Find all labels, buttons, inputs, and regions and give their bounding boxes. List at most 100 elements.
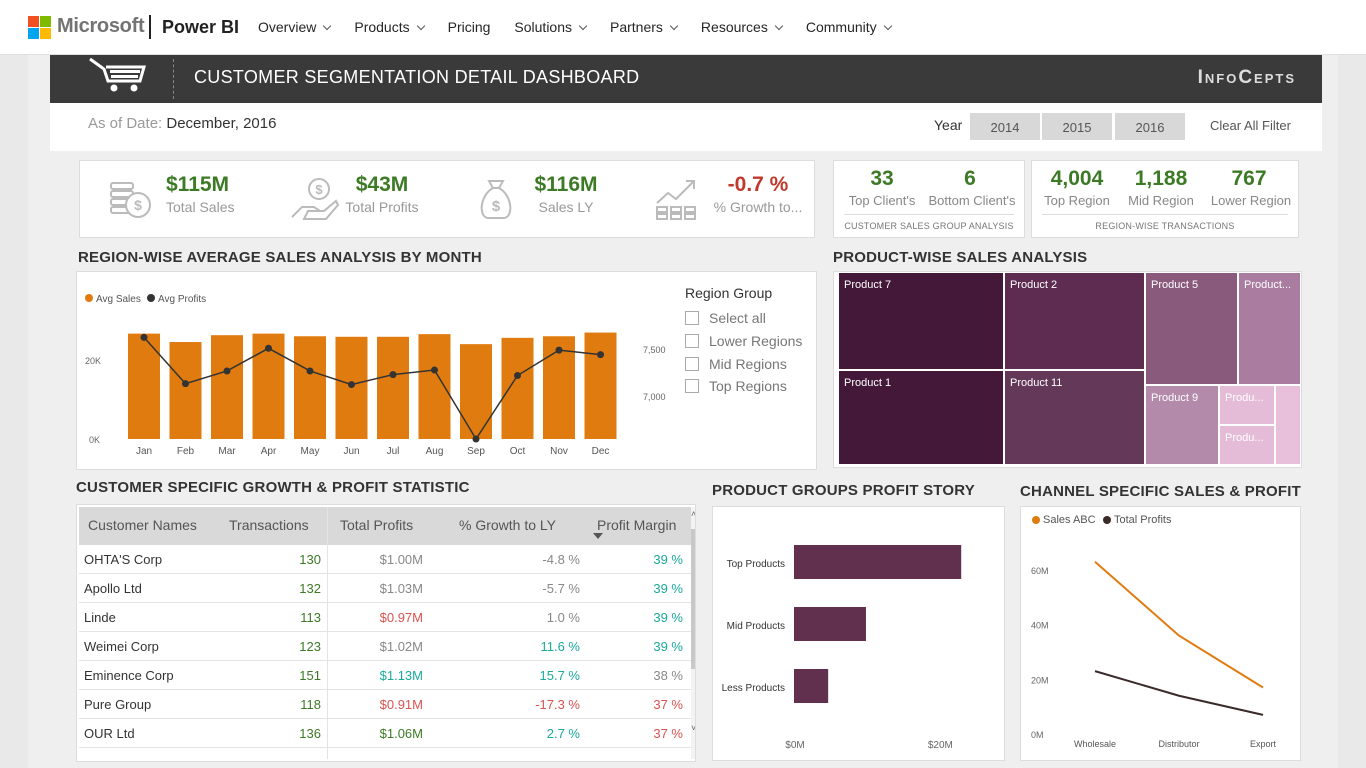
treemap-tile[interactable]: Produ... xyxy=(1219,385,1275,425)
bar-avg-sales xyxy=(460,344,492,439)
column-header-profits[interactable]: Total Profits xyxy=(340,517,414,533)
nav-item-label: Solutions xyxy=(514,19,572,35)
sort-descending-icon[interactable] xyxy=(593,533,603,540)
cell-growth: 11.6 % xyxy=(540,639,580,654)
nav-item-overview[interactable]: Overview xyxy=(258,19,332,35)
table-row[interactable]: Linde 113 $0.97M 1.0 % 39 % xyxy=(79,603,691,632)
scroll-down-icon[interactable]: ˅ xyxy=(691,723,696,733)
point-avg-profits xyxy=(431,366,438,374)
y-tick-label: Top Products xyxy=(727,559,785,570)
nav-item-community[interactable]: Community xyxy=(806,19,892,35)
y-tick-label: Less Products xyxy=(722,683,785,694)
bar-avg-sales xyxy=(169,342,202,439)
column-header-margin[interactable]: Profit Margin xyxy=(597,517,677,533)
slicer-option-mid-regions[interactable]: Mid Regions xyxy=(685,356,787,372)
top-clients-label: Top Client's xyxy=(848,193,916,208)
year-button-2015[interactable]: 2015 xyxy=(1042,113,1112,140)
cell-profits: $1.00M xyxy=(379,552,423,567)
bar-avg-sales xyxy=(128,333,160,439)
x-tick-label: Dec xyxy=(592,446,610,457)
table-row[interactable]: OUR Ltd 136 $1.06M 2.7 % 37 % xyxy=(79,719,691,748)
column-header-customer[interactable]: Customer Names xyxy=(88,517,197,533)
legend-swatch-sales-abc xyxy=(1032,516,1040,524)
hand-dollar-icon: $ xyxy=(291,178,340,220)
cell-profits: $0.91M xyxy=(379,697,423,712)
point-avg-profits xyxy=(389,371,397,379)
bottom-clients-label: Bottom Client's xyxy=(928,193,1016,208)
scroll-up-icon[interactable]: ˄ xyxy=(691,509,696,519)
channel-chart[interactable]: Sales ABC Total Profits 60M 40M 20M 0M Wholesa… xyxy=(1021,507,1302,762)
table-row[interactable]: Apollo Ltd 132 $1.03M -5.7 % 39 % xyxy=(79,574,691,603)
microsoft-logo-icon[interactable] xyxy=(28,16,51,39)
y2-tick-label: 7,500 xyxy=(643,345,666,355)
nav-item-resources[interactable]: Resources xyxy=(701,19,784,35)
treemap-tile[interactable]: Product 1 xyxy=(838,370,1004,465)
cell-growth: -17.3 % xyxy=(535,697,580,712)
treemap-tile[interactable]: Product 7 xyxy=(838,272,1004,370)
legend-label-avg-sales: Avg Sales xyxy=(96,294,141,305)
chevron-down-icon xyxy=(774,21,784,30)
treemap-tile[interactable]: Product... xyxy=(1238,272,1301,385)
column-header-transactions[interactable]: Transactions xyxy=(229,517,309,533)
slicer-option-top-regions[interactable]: Top Regions xyxy=(685,378,787,394)
nav-item-solutions[interactable]: Solutions xyxy=(514,19,588,35)
x-tick-label: Jun xyxy=(343,446,359,457)
top-region-value: 4,004 xyxy=(1050,167,1104,190)
table-row[interactable]: Pure Group 118 $0.91M -17.3 % 37 % xyxy=(79,690,691,719)
x-tick-label: Oct xyxy=(510,446,526,457)
power-bi-wordmark[interactable]: Power BI xyxy=(162,17,240,37)
treemap-tile[interactable]: Product 9 xyxy=(1145,385,1219,465)
top-clients-value: 33 xyxy=(870,167,894,190)
treemap-tile[interactable]: Product 2 xyxy=(1004,272,1145,370)
legend-swatch-avg-profits xyxy=(147,294,155,302)
region-transactions-card: 4,004 Top Region 1,188 Mid Region 767 Lo… xyxy=(1031,160,1299,238)
product-groups-chart[interactable]: Top Products Mid Products Less Products $0M… xyxy=(713,507,1006,762)
scrollbar-thumb[interactable] xyxy=(691,529,695,669)
table-scrollbar[interactable] xyxy=(691,507,695,759)
cell-transactions: 123 xyxy=(299,639,321,654)
checkbox[interactable] xyxy=(685,334,699,348)
nav-item-pricing[interactable]: Pricing xyxy=(448,19,491,35)
region-avg-sales-chart[interactable]: Avg Sales Avg Profits 20K 0K 7,500 7,000 Jan Fe… xyxy=(77,272,818,471)
table-row[interactable]: Weimei Corp 123 $1.02M 11.6 % 39 % xyxy=(79,632,691,661)
checkbox[interactable] xyxy=(685,357,699,371)
kpi-label: % Growth to... xyxy=(713,199,803,215)
microsoft-wordmark[interactable]: Microsoft xyxy=(57,15,145,37)
cell-profits: $1.03M xyxy=(379,581,423,596)
nav-item-partners[interactable]: Partners xyxy=(610,19,679,35)
slicer-option-lower-regions[interactable]: Lower Regions xyxy=(685,333,802,349)
table-header: Customer Names Transactions Total Profit… xyxy=(79,507,691,545)
clear-all-filter-button[interactable]: Clear All Filter xyxy=(1210,118,1291,133)
year-button-2014[interactable]: 2014 xyxy=(970,113,1040,140)
kpi-value: $116M xyxy=(534,173,598,196)
slicer-option-label: Top Regions xyxy=(709,378,787,394)
slicer-option-select-all[interactable]: Select all xyxy=(685,310,766,326)
cell-customer: OHTA'S Corp xyxy=(84,552,163,567)
treemap-tile[interactable]: Product 11 xyxy=(1004,370,1145,465)
treemap-tile[interactable]: Produ... xyxy=(1219,425,1275,465)
nav-item-products[interactable]: Products xyxy=(354,19,425,35)
chevron-down-icon xyxy=(883,21,892,30)
table-row[interactable]: OHTA'S Corp 130 $1.00M -4.8 % 39 % xyxy=(79,545,691,574)
year-button-2016[interactable]: 2016 xyxy=(1115,113,1185,140)
column-header-growth[interactable]: % Growth to LY xyxy=(459,517,557,533)
table-row[interactable]: Eminence Corp 151 $1.13M 15.7 % 38 % xyxy=(79,661,691,690)
legend-label-sales-abc: Sales ABC xyxy=(1043,514,1096,526)
lower-region-label: Lower Region xyxy=(1210,193,1292,208)
treemap-tile[interactable] xyxy=(1275,385,1301,465)
top-region-label: Top Region xyxy=(1044,193,1110,208)
x-tick-label: Wholesale xyxy=(1074,739,1116,749)
x-tick-label: Mar xyxy=(218,446,236,457)
kpi-value: -0.7 % xyxy=(727,173,789,196)
checkbox[interactable] xyxy=(685,379,699,393)
chevron-down-icon xyxy=(416,21,425,30)
checkbox[interactable] xyxy=(685,311,699,325)
point-avg-profits xyxy=(140,333,148,341)
bar-avg-sales xyxy=(501,337,534,439)
svg-text:$: $ xyxy=(492,198,501,215)
mid-region-value: 1,188 xyxy=(1134,167,1188,190)
x-tick-label: $0M xyxy=(785,740,804,751)
series-line xyxy=(1094,561,1264,689)
kpi-total-sales: $115M Total Sales xyxy=(166,173,234,215)
treemap-tile[interactable]: Product 5 xyxy=(1145,272,1238,385)
